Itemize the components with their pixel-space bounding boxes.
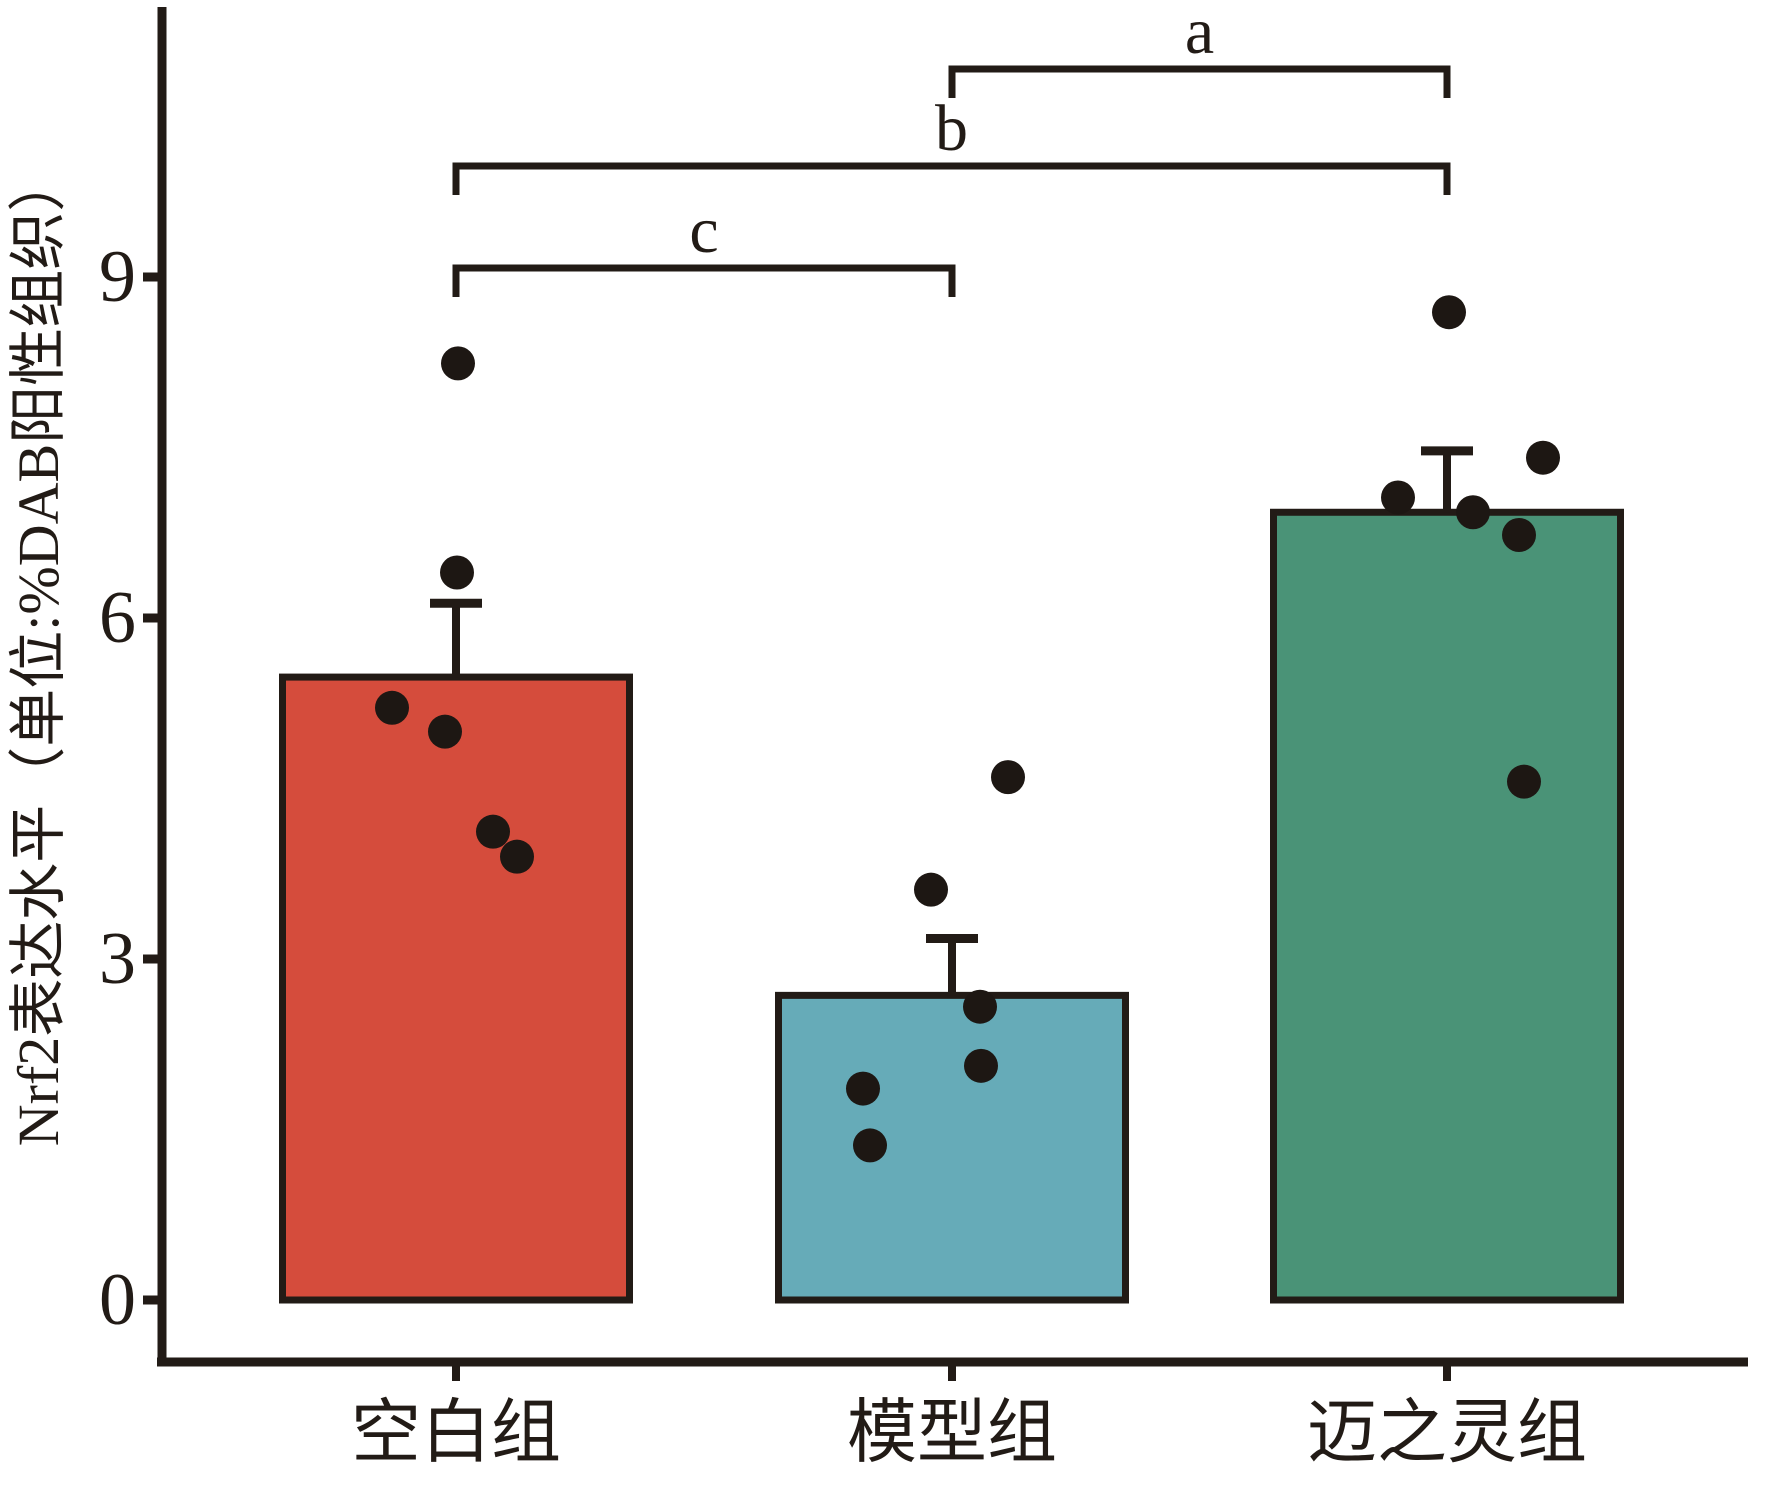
significance-label-a: a [1185,0,1214,68]
bar-3 [1270,508,1624,1304]
significance-bracket-c [452,264,956,297]
data-point [375,690,409,725]
data-point [914,872,948,907]
data-point [1502,518,1536,553]
y-tick-label: 9 [99,236,136,318]
y-tick-label: 0 [99,1259,136,1341]
data-point [964,1048,998,1083]
data-point [1456,495,1490,530]
data-point [440,555,474,590]
data-point [963,989,997,1024]
data-point [846,1071,880,1106]
significance-label-c: c [689,194,718,267]
data-point [441,346,475,381]
y-tick-label: 6 [99,577,136,659]
x-category-label: 迈之灵组 [1307,1395,1587,1472]
data-point [428,714,462,749]
data-point [1381,480,1415,515]
significance-bracket-a [948,65,1451,98]
significance-bracket-b [452,162,1451,195]
y-tick-label: 3 [99,918,136,1000]
bar-1 [279,673,633,1304]
data-point [500,839,534,874]
data-point [1507,764,1541,799]
data-point [991,760,1025,795]
x-category-label: 空白组 [351,1395,561,1472]
data-point [1526,440,1560,475]
data-point [853,1128,887,1163]
bar-2 [775,991,1129,1304]
y-axis-title: Nrf2表达水平（单位:%DAB阳性组织） [6,154,71,1146]
x-category-label: 模型组 [847,1395,1057,1472]
significance-label-b: b [935,92,968,165]
data-point [1432,295,1466,330]
data-point [476,814,510,849]
